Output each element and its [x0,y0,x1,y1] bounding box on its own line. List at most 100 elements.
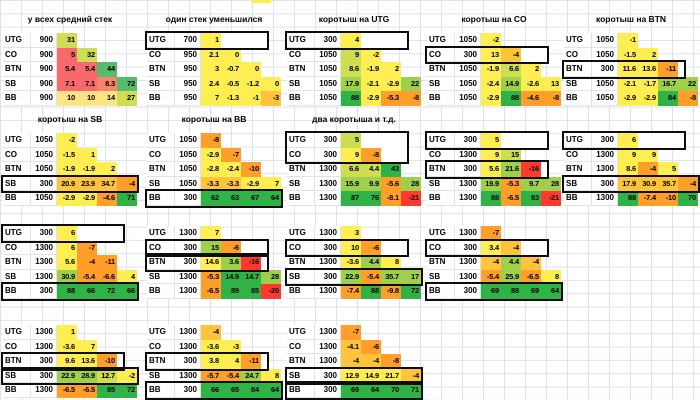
stack-cell[interactable]: 1300 [592,147,618,162]
ev-value-cell[interactable]: -5.4 [481,269,501,284]
ev-value-cell[interactable]: -11 [658,62,678,77]
ev-value-cell[interactable]: 64 [261,383,281,398]
stack-cell[interactable]: 900 [31,91,57,106]
stack-cell[interactable]: 1300 [315,339,341,354]
ev-value-cell[interactable]: -6.5 [521,269,541,284]
position-cell[interactable]: SB [427,76,455,91]
position-cell[interactable]: UTG [3,226,31,241]
ev-value-cell[interactable]: 5 [341,133,361,148]
ev-value-cell[interactable]: 22.9 [341,269,361,284]
stack-cell[interactable]: 1300 [175,339,201,354]
ev-value-cell[interactable]: 22 [401,76,421,91]
position-cell[interactable]: SB [3,176,31,191]
ev-value-cell[interactable]: 4 [221,354,241,369]
position-cell[interactable]: SB [3,368,31,383]
ev-value-cell[interactable]: 15.9 [341,176,361,191]
position-cell[interactable]: CO [3,240,31,255]
ev-value-cell[interactable]: 4 [341,33,361,48]
ev-value-cell[interactable]: 35.7 [658,176,678,191]
ev-value-cell[interactable]: -6.5 [57,383,77,398]
ev-value-cell[interactable]: 70 [381,383,401,398]
position-cell[interactable]: UTG [147,133,175,148]
position-cell[interactable]: BTN [3,255,31,270]
ev-value-cell[interactable]: -1.9 [77,162,97,177]
ev-value-cell[interactable]: -2.6 [521,76,541,91]
ev-value-cell[interactable]: -1.9 [481,62,501,77]
ev-value-cell[interactable]: -4 [501,240,521,255]
ev-value-cell[interactable]: 10 [77,91,97,106]
ev-value-cell[interactable]: -7.4 [638,191,658,206]
position-cell[interactable]: SB [147,76,175,91]
position-cell[interactable]: BB [287,191,315,206]
ev-value-cell[interactable]: -7 [481,226,501,241]
ev-value-cell[interactable]: 88 [481,191,501,206]
ev-value-cell[interactable]: 14 [97,91,117,106]
position-cell[interactable]: UTG [3,325,31,340]
stack-cell[interactable]: 1300 [31,269,57,284]
ev-value-cell[interactable]: 71 [117,191,137,206]
ev-value-cell[interactable]: 5 [658,162,678,177]
position-cell[interactable]: CO [3,339,31,354]
stack-cell[interactable]: 1300 [592,162,618,177]
ev-value-cell[interactable]: 8.3 [97,76,117,91]
position-cell[interactable]: BB [287,284,315,299]
position-cell[interactable]: BB [3,191,31,206]
ev-value-cell[interactable]: 85 [97,383,117,398]
ev-value-cell[interactable]: -4.6 [521,91,541,106]
position-cell[interactable]: CO [564,147,592,162]
position-cell[interactable]: CO [427,147,455,162]
position-cell[interactable]: BB [427,91,455,106]
ev-value-cell[interactable]: 62 [201,191,221,206]
stack-cell[interactable]: 1300 [315,284,341,299]
ev-value-cell[interactable]: -0.7 [221,62,241,77]
position-cell[interactable]: CO [287,47,315,62]
position-cell[interactable]: SB [427,176,455,191]
position-cell[interactable]: BB [287,383,315,398]
position-cell[interactable]: BB [147,91,175,106]
ev-value-cell[interactable]: -3.6 [57,339,77,354]
ev-value-cell[interactable]: -2 [361,47,381,62]
position-cell[interactable]: CO [287,339,315,354]
position-cell[interactable]: UTG [427,226,455,241]
ev-value-cell[interactable]: 76 [361,191,381,206]
ev-value-cell[interactable]: -3.3 [201,176,221,191]
ev-value-cell[interactable]: -2.9 [638,91,658,106]
ev-value-cell[interactable]: -4 [117,176,137,191]
position-cell[interactable]: BB [564,191,592,206]
position-cell[interactable]: SB [427,269,455,284]
ev-value-cell[interactable]: 6.6 [341,162,361,177]
stack-cell[interactable]: 300 [455,47,481,62]
stack-cell[interactable]: 1050 [592,47,618,62]
ev-value-cell[interactable]: -0.5 [221,76,241,91]
ev-value-cell[interactable]: 2 [521,62,541,77]
stack-cell[interactable]: 300 [455,240,481,255]
position-cell[interactable]: UTG [287,325,315,340]
stack-cell[interactable]: 300 [455,284,481,299]
ev-value-cell[interactable]: -11 [97,255,117,270]
ev-value-cell[interactable]: 4 [117,269,137,284]
ev-value-cell[interactable]: -5.3 [381,91,401,106]
ev-value-cell[interactable]: 5.6 [57,255,77,270]
ev-value-cell[interactable]: -4.6 [97,191,117,206]
position-cell[interactable]: BTN [287,354,315,369]
ev-value-cell[interactable]: 66 [77,284,97,299]
ev-value-cell[interactable]: 66 [117,284,137,299]
ev-value-cell[interactable]: 9.9 [361,176,381,191]
ev-value-cell[interactable]: 5.4 [77,62,97,77]
ev-value-cell[interactable]: 65 [221,383,241,398]
ev-value-cell[interactable]: 2.1 [201,47,221,62]
position-cell[interactable]: CO [3,47,31,62]
stack-cell[interactable]: 1300 [315,325,341,340]
ev-value-cell[interactable]: -3.6 [341,255,361,270]
position-cell[interactable]: UTG [147,325,175,340]
position-cell[interactable]: SB [287,368,315,383]
stack-cell[interactable]: 1050 [592,76,618,91]
ev-value-cell[interactable]: 10 [341,240,361,255]
ev-value-cell[interactable]: 44 [97,62,117,77]
position-cell[interactable]: BB [3,91,31,106]
position-cell[interactable]: BTN [287,162,315,177]
position-cell[interactable]: CO [427,47,455,62]
stack-cell[interactable]: 950 [175,76,201,91]
ev-value-cell[interactable]: 9 [618,147,638,162]
ev-value-cell[interactable]: -21 [541,191,561,206]
